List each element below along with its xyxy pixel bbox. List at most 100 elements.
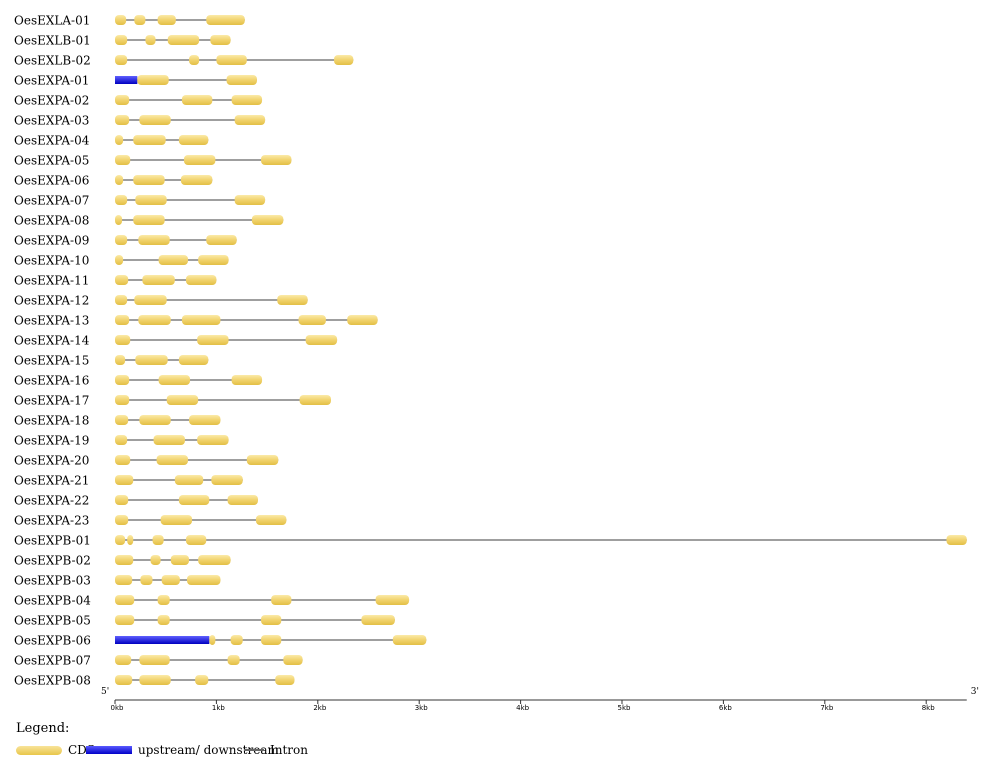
cds-exon (166, 395, 199, 405)
cds-exon (178, 135, 209, 145)
gene-row: OesEXPB-04 (14, 594, 410, 608)
cds-exon (115, 315, 130, 325)
cds-exon (209, 635, 216, 645)
cds-exon (115, 115, 130, 125)
cds-exon (261, 635, 282, 645)
cds-exon (334, 55, 354, 65)
cds-exon (361, 615, 395, 625)
gene-row: OesEXPA-08 (14, 214, 284, 228)
cds-exon (115, 295, 128, 305)
cds-exon (178, 355, 209, 365)
gene-row: OesEXPA-02 (14, 94, 263, 108)
gene-row: OesEXPA-23 (14, 514, 287, 528)
cds-exon (115, 535, 126, 545)
cds-exon (115, 555, 134, 565)
cds-exon (115, 255, 124, 265)
cds-exon (115, 95, 130, 105)
cds-exon (115, 335, 131, 345)
cds-exon (115, 495, 129, 505)
cds-exon (181, 315, 221, 325)
cds-exon (246, 455, 279, 465)
cds-exon (197, 335, 229, 345)
gene-row: OesEXPA-17 (14, 394, 331, 408)
cds-exon (305, 335, 338, 345)
gene-label: OesEXPA-05 (14, 154, 89, 168)
cds-exon (115, 15, 127, 25)
tick-label: 7kb (820, 704, 834, 712)
gene-label: OesEXPB-05 (14, 614, 91, 628)
cds-exon (180, 175, 213, 185)
gene-label: OesEXPB-03 (14, 574, 91, 588)
gene-label: OesEXPB-04 (14, 594, 91, 608)
cds-exon (139, 115, 171, 125)
intron-swatch (244, 749, 264, 751)
cds-exon (133, 175, 165, 185)
cds-exon (277, 295, 308, 305)
cds-exon (206, 15, 245, 25)
cds-exon (115, 355, 126, 365)
cds-exon (216, 55, 247, 65)
cds-exon (115, 275, 129, 285)
cds-exon (275, 675, 295, 685)
gene-label: OesEXPB-08 (14, 674, 91, 688)
gene-row: OesEXPA-22 (14, 494, 258, 508)
gene-row: OesEXPA-11 (14, 274, 217, 288)
cds-exon (197, 435, 229, 445)
gene-row: OesEXPA-10 (14, 254, 229, 268)
tick-label: 3kb (415, 704, 429, 712)
cds-exon (347, 315, 378, 325)
gene-label: OesEXPA-17 (14, 394, 89, 408)
gene-row: OesEXPA-16 (14, 374, 263, 388)
cds-exon (178, 495, 210, 505)
gene-row: OesEXPA-21 (14, 474, 243, 488)
cds-exon (115, 575, 133, 585)
gene-label: OesEXPA-08 (14, 214, 89, 228)
gene-row: OesEXLB-01 (14, 34, 231, 48)
cds-exon (195, 675, 209, 685)
legend-item-upstream: upstream/ downstream (86, 743, 279, 757)
legend-title: Legend: (16, 721, 70, 736)
cds-exon (115, 375, 130, 385)
gene-row: OesEXPA-18 (14, 414, 221, 428)
tick-label: 6kb (719, 704, 733, 712)
gene-label: OesEXLB-02 (14, 54, 91, 68)
upstream-region (115, 76, 138, 84)
gene-label: OesEXPB-02 (14, 554, 91, 568)
cds-exon (261, 155, 292, 165)
cds-exon (198, 255, 229, 265)
cds-exon (133, 215, 165, 225)
cds-exon (115, 615, 135, 625)
cds-exon (234, 195, 266, 205)
gene-label: OesEXPA-15 (14, 354, 89, 368)
cds-exon (185, 535, 207, 545)
gene-row: OesEXPA-19 (14, 434, 229, 448)
cds-exon (234, 115, 266, 125)
tick-label: 8kb (922, 704, 936, 712)
cds-exon (158, 375, 191, 385)
cds-exon (186, 575, 221, 585)
gene-label: OesEXPA-19 (14, 434, 89, 448)
cds-exon (174, 475, 204, 485)
cds-exon (167, 35, 200, 45)
cds-exon (115, 655, 132, 665)
cds-exon (271, 595, 292, 605)
cds-exon (137, 75, 169, 85)
gene-label: OesEXPA-21 (14, 474, 89, 488)
cds-exon (115, 415, 129, 425)
cds-exon (139, 415, 171, 425)
tick-label: 1kb (212, 704, 226, 712)
legend-label-upstream: upstream/ downstream (138, 743, 279, 757)
gene-row: OesEXPA-15 (14, 354, 209, 368)
gene-label: OesEXPA-14 (14, 334, 90, 348)
cds-exon (170, 555, 190, 565)
gene-label: OesEXPB-07 (14, 654, 91, 668)
gene-label: OesEXPA-16 (14, 374, 89, 388)
gene-row: OesEXPA-07 (14, 194, 266, 208)
cds-exon (138, 315, 171, 325)
cds-exon (227, 655, 240, 665)
legend-label-intron: Intron (270, 743, 308, 757)
cds-exon (115, 55, 128, 65)
cds-exon (231, 375, 263, 385)
gene-row: OesEXPB-06 (14, 634, 427, 648)
cds-exon (135, 355, 168, 365)
